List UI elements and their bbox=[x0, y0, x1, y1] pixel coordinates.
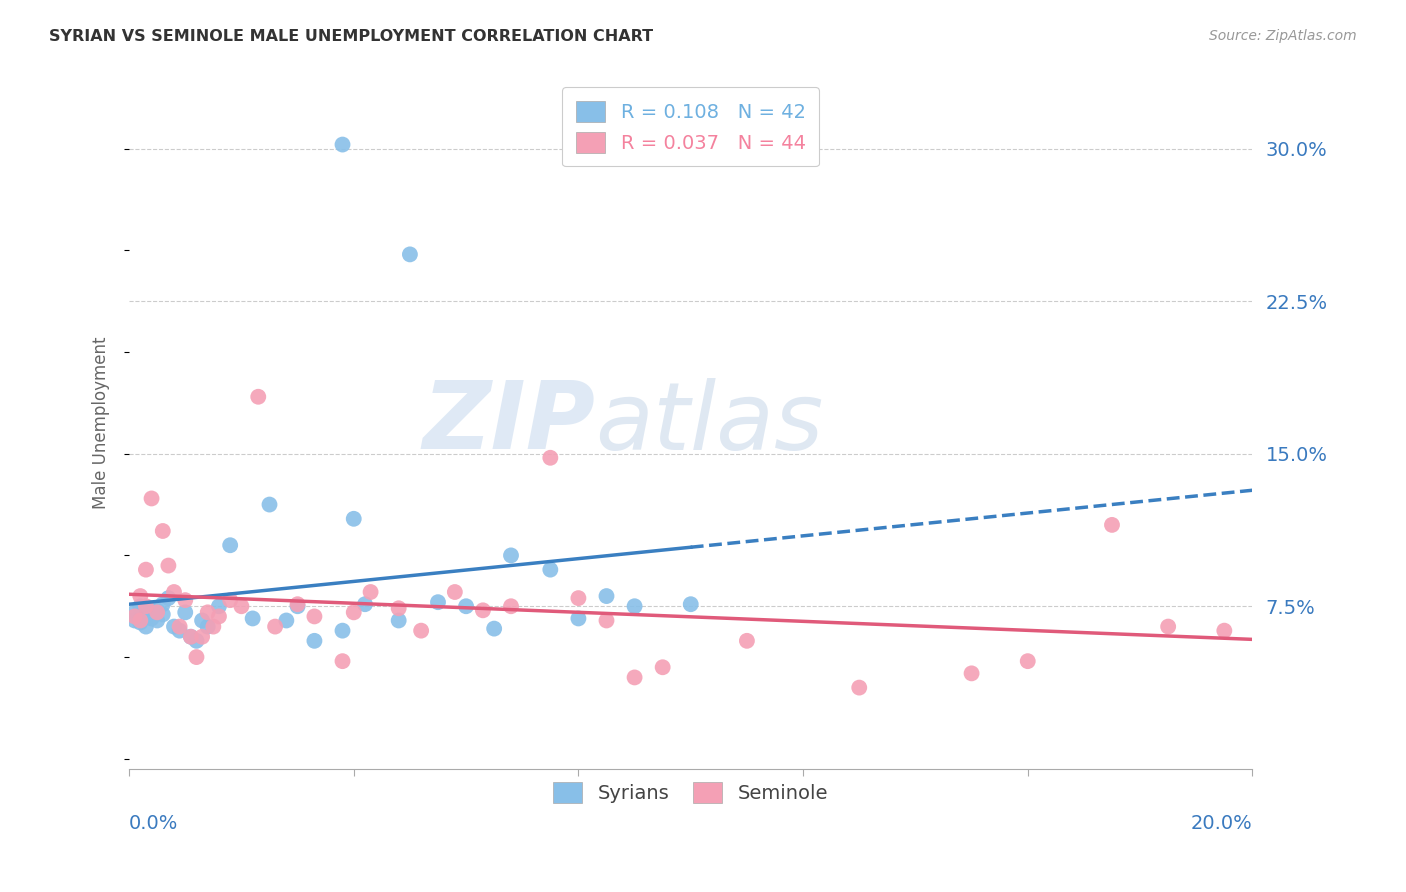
Point bbox=[567, 591, 589, 606]
Point bbox=[141, 611, 163, 625]
Point bbox=[186, 633, 208, 648]
Point bbox=[163, 619, 186, 633]
Point bbox=[180, 630, 202, 644]
Point bbox=[141, 491, 163, 506]
Point bbox=[343, 512, 366, 526]
Point bbox=[124, 609, 146, 624]
Point bbox=[174, 605, 197, 619]
Point bbox=[146, 605, 169, 619]
Point bbox=[735, 633, 758, 648]
Point bbox=[124, 614, 146, 628]
Point bbox=[595, 589, 617, 603]
Point bbox=[360, 585, 382, 599]
Point bbox=[124, 605, 146, 619]
Text: ZIP: ZIP bbox=[422, 377, 595, 469]
Point bbox=[208, 599, 231, 614]
Point bbox=[471, 603, 494, 617]
Point bbox=[242, 611, 264, 625]
Point bbox=[1017, 654, 1039, 668]
Point bbox=[169, 619, 191, 633]
Point bbox=[332, 654, 354, 668]
Legend: Syrians, Seminole: Syrians, Seminole bbox=[546, 774, 837, 811]
Text: 20.0%: 20.0% bbox=[1191, 814, 1253, 833]
Point bbox=[174, 593, 197, 607]
Point bbox=[623, 599, 645, 614]
Point bbox=[169, 624, 191, 638]
Point bbox=[146, 603, 169, 617]
Point bbox=[332, 624, 354, 638]
Point bbox=[482, 622, 505, 636]
Point bbox=[157, 558, 180, 573]
Point bbox=[146, 614, 169, 628]
Point bbox=[231, 599, 253, 614]
Point bbox=[129, 615, 152, 630]
Point bbox=[538, 450, 561, 465]
Point bbox=[343, 605, 366, 619]
Point bbox=[135, 563, 157, 577]
Point bbox=[411, 624, 433, 638]
Point bbox=[208, 609, 231, 624]
Point bbox=[388, 601, 411, 615]
Point bbox=[304, 633, 326, 648]
Point bbox=[197, 619, 219, 633]
Text: atlas: atlas bbox=[595, 377, 824, 468]
Point bbox=[157, 591, 180, 606]
Point bbox=[197, 605, 219, 619]
Point bbox=[848, 681, 870, 695]
Point bbox=[141, 601, 163, 615]
Point bbox=[264, 619, 287, 633]
Point bbox=[191, 630, 214, 644]
Point bbox=[1101, 517, 1123, 532]
Point bbox=[287, 599, 309, 614]
Point bbox=[152, 607, 174, 622]
Point bbox=[399, 247, 422, 261]
Point bbox=[499, 599, 522, 614]
Point bbox=[219, 593, 242, 607]
Point bbox=[135, 619, 157, 633]
Point bbox=[152, 597, 174, 611]
Point bbox=[1213, 624, 1236, 638]
Text: SYRIAN VS SEMINOLE MALE UNEMPLOYMENT CORRELATION CHART: SYRIAN VS SEMINOLE MALE UNEMPLOYMENT COR… bbox=[49, 29, 654, 44]
Point bbox=[1157, 619, 1180, 633]
Point bbox=[388, 614, 411, 628]
Point bbox=[247, 390, 270, 404]
Point bbox=[180, 630, 202, 644]
Point bbox=[444, 585, 467, 599]
Point bbox=[191, 614, 214, 628]
Point bbox=[135, 609, 157, 624]
Text: Source: ZipAtlas.com: Source: ZipAtlas.com bbox=[1209, 29, 1357, 43]
Point bbox=[623, 670, 645, 684]
Point bbox=[427, 595, 450, 609]
Point bbox=[651, 660, 673, 674]
Point bbox=[287, 597, 309, 611]
Point bbox=[202, 619, 225, 633]
Y-axis label: Male Unemployment: Male Unemployment bbox=[93, 337, 110, 509]
Point bbox=[259, 498, 281, 512]
Point bbox=[129, 589, 152, 603]
Point bbox=[679, 597, 702, 611]
Point bbox=[538, 563, 561, 577]
Point bbox=[163, 585, 186, 599]
Point bbox=[354, 597, 377, 611]
Point bbox=[135, 599, 157, 614]
Point bbox=[595, 614, 617, 628]
Point bbox=[152, 524, 174, 538]
Point bbox=[129, 614, 152, 628]
Point bbox=[129, 599, 152, 614]
Point bbox=[304, 609, 326, 624]
Point bbox=[499, 549, 522, 563]
Point bbox=[219, 538, 242, 552]
Point bbox=[960, 666, 983, 681]
Point bbox=[332, 137, 354, 152]
Point bbox=[567, 611, 589, 625]
Point bbox=[454, 599, 477, 614]
Point bbox=[186, 650, 208, 665]
Point bbox=[276, 614, 298, 628]
Text: 0.0%: 0.0% bbox=[129, 814, 179, 833]
